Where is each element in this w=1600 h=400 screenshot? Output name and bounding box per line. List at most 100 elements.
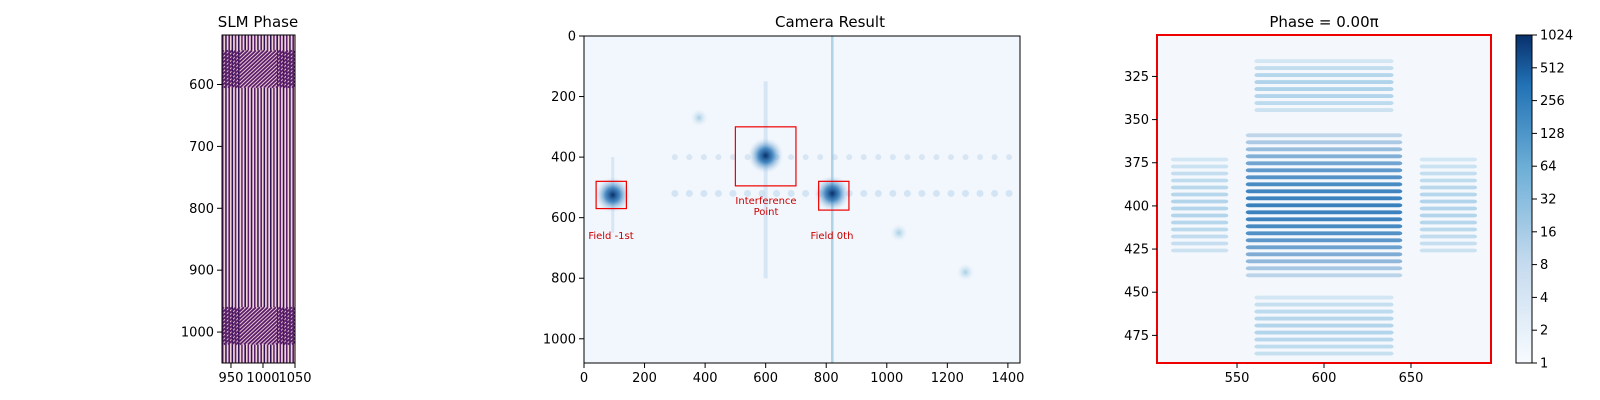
fringe-band: [1254, 80, 1394, 85]
patch-stripe: [320, 50, 360, 87]
patch-stripe: [222, 49, 233, 61]
stripe: [239, 35, 242, 363]
patch-stripe: [271, 321, 295, 346]
stripe: [284, 35, 286, 363]
stripe: [223, 35, 226, 363]
phase-ticks: 550 600 650 325 350 375 400 425 450 475: [1124, 70, 1423, 386]
stripe: [241, 35, 243, 363]
fringe-band: [1245, 196, 1403, 201]
fringe-band: [1419, 227, 1478, 232]
diffraction-dot: [700, 189, 708, 197]
fringe-band: [1254, 323, 1394, 328]
fringe-band: [1419, 185, 1478, 190]
patch-stripe: [320, 307, 360, 344]
patch-stripe: [222, 49, 249, 76]
fringe-band: [1419, 171, 1478, 176]
slm-phase-image: [222, 35, 372, 363]
patch-stripe: [222, 49, 237, 65]
colorbar-tick-label: 8: [1540, 258, 1548, 273]
fringe-band: [1170, 213, 1229, 218]
patch-stripe: [243, 49, 285, 89]
y-tick-label: 1000: [181, 326, 214, 341]
fringe-band: [1170, 157, 1229, 162]
fringe-band: [1254, 330, 1394, 335]
patch-stripe: [247, 49, 289, 89]
patch-stripe: [222, 49, 253, 80]
patch-stripe: [279, 72, 295, 89]
diffraction-dot: [744, 189, 751, 197]
diffraction-dot: [729, 154, 736, 161]
patch-stripe: [308, 307, 348, 344]
fringe-band: [1419, 213, 1478, 218]
diffraction-dot: [685, 189, 693, 197]
patch-stripe: [275, 68, 295, 89]
patch-stripe: [283, 76, 295, 89]
y-tick-label: 800: [189, 202, 214, 217]
patch-stripe: [263, 57, 295, 89]
annotation-box: [595, 180, 627, 210]
fringe-band: [1245, 231, 1403, 236]
stripe: [249, 35, 251, 363]
patch-stripe: [223, 306, 265, 346]
diffraction-dot: [962, 154, 969, 161]
fringe-band: [1170, 206, 1229, 211]
stripe: [268, 35, 270, 363]
y-tick-label: 350: [1124, 113, 1149, 128]
fringe-band: [1245, 154, 1403, 159]
fringe-band: [1245, 238, 1403, 243]
diffraction-dot: [714, 189, 722, 197]
patch-stripe: [296, 50, 336, 87]
patch-stripe: [222, 306, 261, 344]
fringe-band: [1419, 248, 1478, 253]
patch-stripe: [304, 307, 344, 344]
stripe: [273, 35, 275, 363]
fringe-region: [1254, 295, 1394, 356]
stripe: [242, 35, 245, 363]
patch-stripe: [255, 306, 295, 346]
patch-stripe: [227, 49, 269, 89]
patch-stripe: [251, 49, 293, 89]
stripe: [289, 35, 291, 363]
patch-stripe: [263, 314, 295, 346]
patch-stripe: [304, 50, 344, 87]
fringe-region: [1254, 59, 1394, 113]
patch-stripe: [251, 306, 293, 346]
fringe-region: [1419, 157, 1478, 253]
y-tick-label: 600: [551, 211, 576, 226]
diffraction-dot: [918, 154, 925, 161]
fringe-band: [1419, 164, 1478, 169]
camera-annotation-boxes: [595, 126, 850, 211]
patch-stripe: [255, 50, 295, 89]
patch-stripe: [296, 307, 336, 344]
diffraction-dot: [1006, 154, 1013, 161]
stripe: [244, 35, 246, 363]
patch-stripe: [308, 50, 348, 87]
diffraction-dot: [904, 154, 911, 161]
fringe-band: [1245, 259, 1403, 264]
fringe-band: [1254, 295, 1394, 300]
x-tick-label: 950: [219, 371, 244, 386]
patch-stripe: [259, 310, 295, 346]
annotation-box: [818, 180, 850, 211]
y-tick-label: 475: [1124, 329, 1149, 344]
y-tick-label: 700: [189, 140, 214, 155]
patch-stripe: [231, 49, 273, 89]
fringe-region: [1245, 133, 1403, 278]
stripe: [279, 35, 282, 363]
patch-stripe: [332, 307, 372, 344]
patch-stripe: [222, 306, 241, 326]
stripe: [250, 35, 253, 363]
diffraction-dot: [715, 154, 722, 161]
patch-stripe: [328, 50, 368, 87]
y-tick-label: 1000: [543, 332, 576, 347]
patch-stripe: [222, 49, 245, 73]
y-tick-label: 400: [1124, 199, 1149, 214]
fringe-band: [1254, 66, 1394, 71]
stripe: [276, 35, 278, 363]
diffraction-dot: [991, 154, 998, 161]
x-tick-label: 600: [753, 371, 778, 386]
fringe-band: [1245, 147, 1403, 152]
fringe-band: [1170, 227, 1229, 232]
fringe-band: [1170, 185, 1229, 190]
diffraction-dot: [874, 189, 882, 197]
